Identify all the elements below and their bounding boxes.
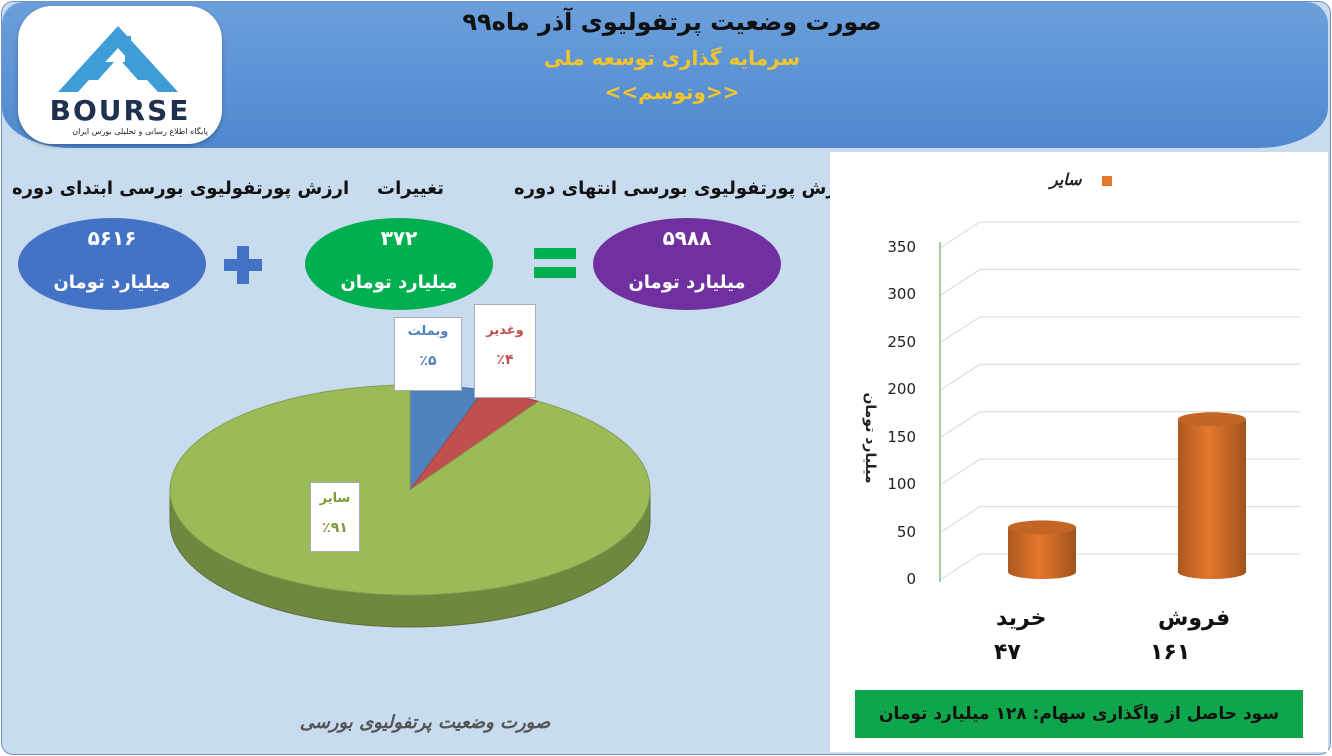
change-value: ۳۷۲ [380,226,418,250]
start-value-ellipse: ۵۶۱۶ میلیارد تومان [18,218,206,310]
bourse-logo: BOURSE پایگاه اطلاع رسانی و تحلیلی بورس … [18,6,222,144]
pie-label-pct: ٪۵ [419,353,437,369]
y-tick-label: 50 [896,522,916,541]
end-value-ellipse: ۵۹۸۸ میلیارد تومان [593,218,781,310]
end-value-unit: میلیارد تومان [628,272,746,293]
bar-body [1008,527,1076,579]
y-tick-label: 250 [887,332,916,351]
y-tick-label: 350 [887,238,916,256]
legend-label: سایر [1050,170,1082,189]
pie-label-pct: ٪۴ [496,352,514,368]
pie-label-name: وغدیر [486,323,524,338]
bar-value-label-buy: ۴۷ [994,640,1021,665]
end-value-label: ارزش پورتفولیوی بورسی انتهای دوره [514,178,854,199]
gridline-diag [939,316,981,344]
page-title: صورت وضعیت پرتفولیوی آذر ماه۹۹ [462,8,882,36]
gridline-diag [939,269,981,296]
pie-slice-سایر [169,384,651,596]
pie-caption: صورت وضعیت پرتفولیوی بورسی [299,712,551,733]
gridline-diag [939,411,981,439]
profit-banner: سود حاصل از واگذاری سهام: ۱۲۸ میلیارد تو… [855,690,1303,738]
start-value-label: ارزش پورتفولیوی بورسی ابتدای دوره [12,178,350,199]
start-value-unit: میلیارد تومان [53,272,171,293]
end-value: ۵۹۸۸ [662,226,712,250]
y-tick-label: 300 [887,285,916,304]
change-value-unit: میلیارد تومان [340,272,458,293]
bar-خرید [1008,520,1076,579]
pie-label-other: سایر ٪۹۱ [310,482,360,552]
bar-value-label-sell: ۱۶۱ [1150,640,1191,665]
pie-label-vbmellat: وبملت ٪۵ [394,317,462,391]
plus-icon [224,246,262,284]
y-tick-label: 100 [887,475,916,494]
y-tick-label: 150 [887,427,916,446]
trade-bar-chart [939,221,1300,582]
bar-top [1178,412,1246,427]
ticker-symbol: <<وتوسم>> [604,80,740,104]
company-name: سرمایه گذاری توسعه ملی [543,46,801,70]
gridline-diag [939,363,981,391]
gridline-diag [939,553,981,581]
logo-mark-icon [58,26,178,92]
gridline-diag [939,506,981,533]
header-banner: صورت وضعیت پرتفولیوی آذر ماه۹۹ سرمایه گذ… [2,2,1328,148]
portfolio-pie-chart [169,384,651,628]
bar-top [1008,520,1076,535]
logo-subtitle: پایگاه اطلاع رسانی و تحلیلی بورس ایران [72,127,208,136]
pie-label-name: سایر [319,491,351,506]
start-value: ۵۶۱۶ [87,226,137,250]
bar-فروش [1178,412,1246,579]
y-tick-label: 0 [906,570,916,588]
bar-body [1178,419,1246,579]
category-label-sell: فروش [1158,606,1231,631]
gridline-diag [939,221,981,249]
pie-label-vghadir: وغدیر ٪۴ [474,304,536,398]
y-tick-label: 200 [887,380,916,399]
gridline-diag [939,458,981,486]
logo-wordmark: BOURSE [49,94,191,127]
category-label-buy: خرید [996,606,1047,631]
pie-label-pct: ٪۹۱ [322,520,348,536]
pie-label-name: وبملت [407,324,449,339]
change-label: تغییرات [377,178,445,199]
change-value-ellipse: ۳۷۲ میلیارد تومان [305,218,493,310]
equals-icon [534,248,576,278]
legend-swatch [1102,176,1112,186]
